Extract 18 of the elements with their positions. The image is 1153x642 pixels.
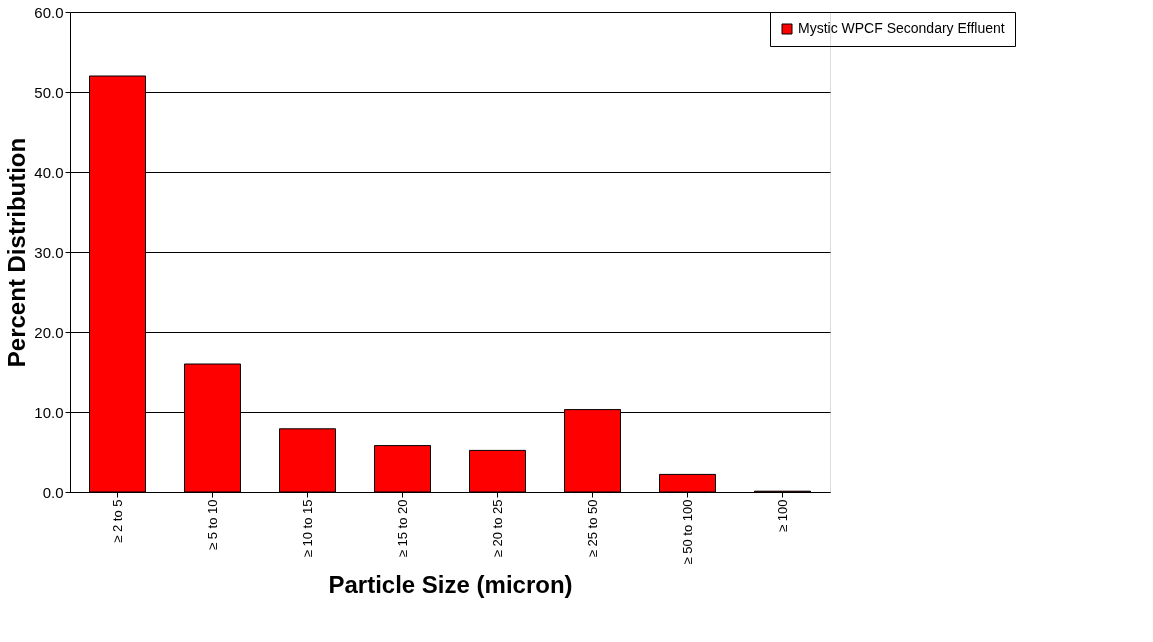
- x-tick-label: ≥ 2 to 5: [109, 499, 125, 543]
- x-tick-label: ≥ 15 to 20: [394, 499, 410, 558]
- x-tick-label: ≥ 20 to 25: [489, 499, 505, 558]
- y-tick-label: 50.0: [34, 83, 64, 101]
- x-tick-label: ≥ 100: [774, 499, 790, 532]
- y-tick-label: 30.0: [34, 243, 64, 261]
- x-tick-label: ≥ 5 to 10: [204, 499, 220, 551]
- x-axis-title: Particle Size (micron): [328, 571, 573, 599]
- legend-label: Mystic WPCF Secondary Effluent: [798, 20, 1005, 36]
- x-tick-label: ≥ 50 to 100: [679, 499, 695, 565]
- x-tick-label: ≥ 25 to 50: [584, 499, 600, 558]
- x-tick-label: ≥ 10 to 15: [299, 499, 315, 558]
- y-tick-label: 10.0: [34, 403, 64, 421]
- y-tick-label: 0.0: [42, 483, 64, 501]
- y-tick-label: 40.0: [34, 163, 64, 181]
- y-tick-label: 60.0: [34, 3, 64, 21]
- y-tick-label: 20.0: [34, 323, 64, 341]
- y-axis-title: Percent Distribution: [3, 137, 31, 368]
